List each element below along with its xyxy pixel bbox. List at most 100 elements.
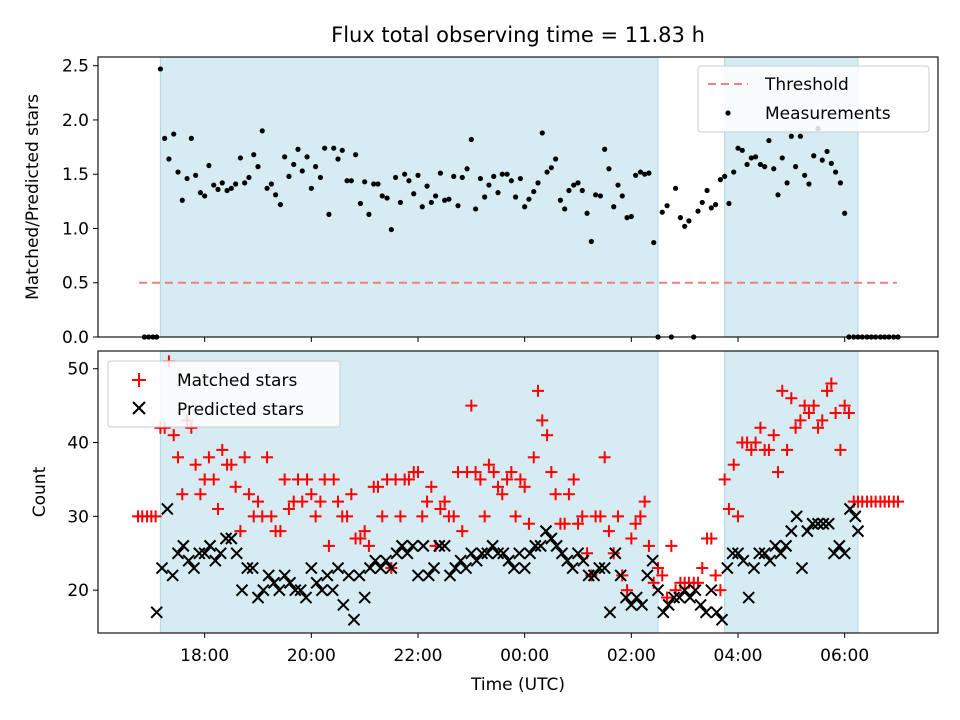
predicted-star-point <box>203 539 217 553</box>
predicted-star-point <box>491 547 505 560</box>
marker-stroke <box>641 569 654 582</box>
marker-stroke <box>651 583 665 597</box>
predicted-star-point <box>177 539 190 553</box>
marker-stroke <box>257 583 270 597</box>
predicted-star-point <box>550 539 563 553</box>
x-tick-label: 06:00 <box>820 646 869 666</box>
measurement-point <box>771 166 777 172</box>
measurement-point <box>246 174 252 181</box>
measurement-point <box>406 178 412 184</box>
marker-stroke <box>475 547 489 560</box>
measurement-point <box>308 185 314 191</box>
predicted-star-point <box>150 606 163 619</box>
matched-star-point <box>225 458 238 471</box>
predicted-star-point <box>358 591 371 604</box>
top-legend-box <box>697 65 930 133</box>
measurement-point <box>188 135 194 141</box>
marker-stroke <box>539 524 553 538</box>
marker-stroke <box>294 583 307 597</box>
measurement-point <box>442 197 448 203</box>
marker-stroke <box>806 517 819 530</box>
matched-star-point <box>412 466 424 479</box>
predicted-star-point <box>497 547 510 560</box>
predicted-star-point <box>486 539 499 553</box>
marker-stroke <box>315 583 329 597</box>
matched-star-point <box>372 480 384 493</box>
measurement-point <box>824 148 830 155</box>
predicted-star-point <box>779 539 793 553</box>
marker-stroke <box>230 547 243 560</box>
predicted-star-point <box>369 554 382 567</box>
measurement-point <box>237 155 243 161</box>
matched-star-point <box>776 384 789 397</box>
matched-star-point <box>242 488 255 501</box>
matched-star-point <box>709 569 722 582</box>
matched-star-point <box>821 384 834 397</box>
predicted-star-point <box>731 547 745 560</box>
predicted-star-point <box>395 539 409 553</box>
marker-stroke <box>331 561 345 575</box>
matched-star-point <box>345 488 358 501</box>
predicted-star-point <box>785 524 798 538</box>
marker-stroke <box>523 547 537 560</box>
predicted-star-point <box>849 510 862 523</box>
predicted-star-point <box>161 502 174 516</box>
measurement-point <box>477 175 483 182</box>
matched-star-point <box>825 377 838 390</box>
marker-stroke <box>310 576 323 590</box>
matched-star-point <box>514 473 527 486</box>
predicted-star-point <box>417 539 430 553</box>
predicted-star-point <box>390 547 403 560</box>
predicted-star-point <box>657 606 670 619</box>
measurement-point <box>219 180 225 186</box>
predicted-star-point <box>625 598 638 612</box>
marker-stroke <box>443 569 457 582</box>
measurement-point <box>659 209 665 215</box>
measurement-point <box>428 199 434 206</box>
measurement-point <box>282 154 288 160</box>
chart-title: Flux total observing time = 11.83 h <box>331 23 705 47</box>
matched-star-point <box>602 525 615 538</box>
matched-star-point <box>532 384 544 397</box>
legend-measurements-label: Measurements <box>765 104 891 124</box>
matched-star-point <box>172 451 184 464</box>
marker-stroke <box>609 547 622 560</box>
predicted-star-point <box>363 561 377 575</box>
measurement-point <box>508 178 514 184</box>
measurement-point <box>277 201 283 208</box>
marker-stroke <box>726 547 739 560</box>
matched-star-point <box>496 488 509 501</box>
matched-star-point <box>661 591 674 604</box>
bottom-x-ticks: 18:00 20:00 22:00 00:00 02:00 04:00 06:00 <box>180 633 869 666</box>
measurement-point <box>517 175 524 182</box>
measurement-point <box>775 192 781 198</box>
measurement-point <box>468 136 474 143</box>
predicted-star-point <box>209 554 222 567</box>
matched-star-point <box>402 473 415 486</box>
marker-stroke <box>225 532 238 545</box>
predicted-star-point <box>385 561 398 575</box>
measurement-point <box>411 191 417 197</box>
measurement-point <box>766 137 772 144</box>
matched-star-point <box>341 510 354 523</box>
marker-stroke <box>219 532 233 545</box>
marker-stroke <box>465 547 478 560</box>
predicted-star-point <box>438 539 451 553</box>
matched-star-point <box>176 488 189 501</box>
predicted-star-point <box>235 583 249 597</box>
matched-star-point <box>474 473 487 486</box>
measurement-point <box>251 152 257 158</box>
measurement-point <box>819 157 825 163</box>
measurement-point <box>299 168 305 174</box>
predicted-star-point <box>630 591 643 604</box>
matched-star-point <box>598 451 611 464</box>
predicted-star-point <box>379 554 393 567</box>
marker-stroke <box>438 539 451 553</box>
measurement-point <box>566 187 572 194</box>
measurement-point <box>215 186 221 193</box>
predicted-star-point <box>262 569 275 582</box>
predicted-star-point <box>667 591 681 604</box>
predicted-star-point <box>683 591 697 604</box>
marker-stroke <box>353 569 366 582</box>
predicted-star-point <box>326 583 339 597</box>
